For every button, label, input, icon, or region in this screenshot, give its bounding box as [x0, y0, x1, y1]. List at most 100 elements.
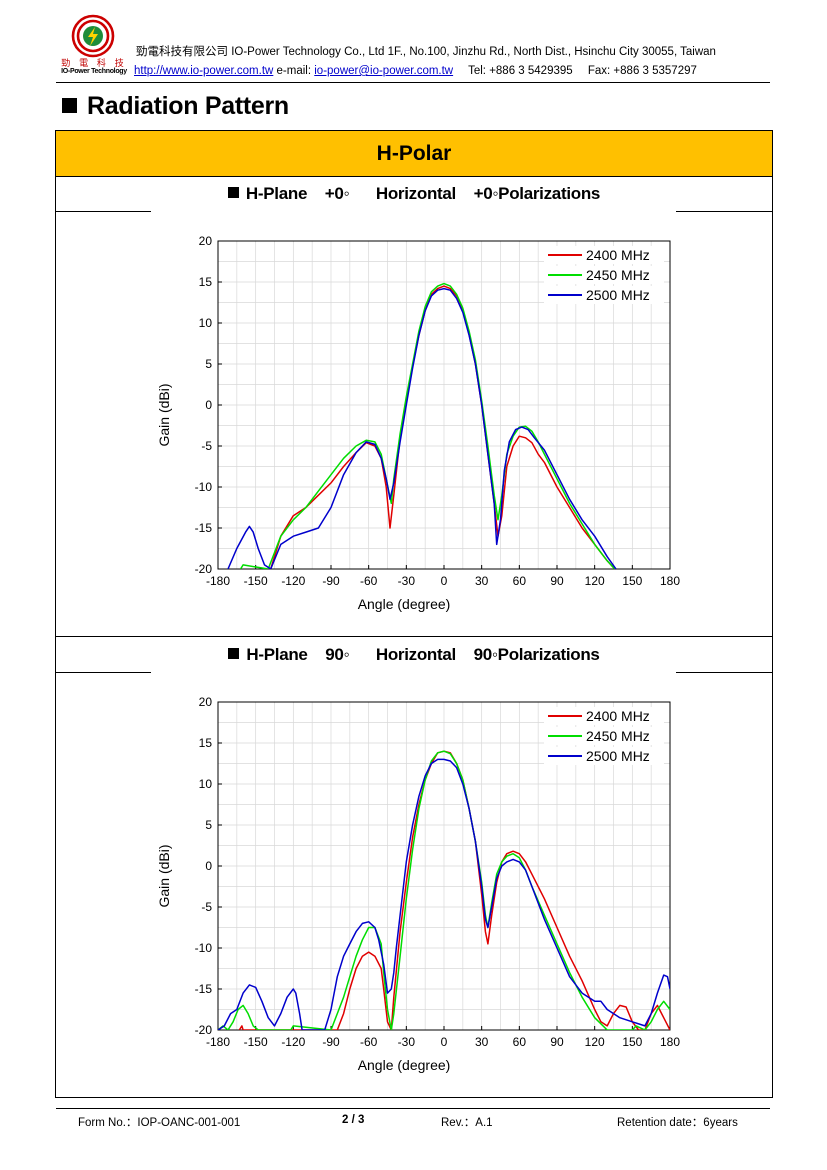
- legend-label: 2500 MHz: [586, 748, 650, 764]
- series-line-2450-mhz: [239, 282, 616, 569]
- chart-h-plane-90: -180 -150 -120 -90 -60 -30 0 30 60 90 120 150 180 -20…: [141, 690, 701, 1087]
- y-tick-label: 15: [199, 736, 213, 750]
- series-line-2500-mhz: [218, 758, 670, 1030]
- fax: Fax: +886 3 5357297: [587, 65, 697, 77]
- header-divider: [56, 82, 770, 83]
- y-tick-label: -15: [195, 521, 213, 535]
- legend-backdrop: [544, 286, 664, 304]
- series-line-2500-mhz: [227, 287, 617, 569]
- legend-label: 2500 MHz: [586, 287, 650, 303]
- x-tick-label: 30: [475, 1035, 489, 1049]
- y-tick-label: 5: [205, 818, 212, 832]
- y-tick-label: -10: [195, 941, 213, 955]
- legend-label: 2450 MHz: [586, 267, 650, 283]
- section-title: Radiation Pattern: [62, 92, 289, 121]
- x-axis-label: Angle (degree): [358, 596, 451, 612]
- subtitle-rule-left: [56, 672, 151, 673]
- page-header: 勁 電 科 技 IO-Power Technology 勁電科技有限公司 IO-…: [56, 14, 772, 84]
- x-tick-label: 150: [622, 1035, 642, 1049]
- subtitle-rule-left: [56, 211, 151, 212]
- email-label: e-mail:: [276, 65, 312, 77]
- legend-backdrop: [544, 707, 664, 725]
- x-tick-label: -180: [206, 574, 230, 588]
- chart-separator: [56, 636, 772, 637]
- page-number: 2 / 3: [342, 1114, 365, 1126]
- y-tick-label: 5: [205, 357, 212, 371]
- footer-divider: [56, 1108, 770, 1109]
- y-tick-label: -20: [195, 1023, 213, 1037]
- chart-2-svg: -180 -150 -120 -90 -60 -30 0 30 60 90 120 150 180-20…: [156, 695, 680, 1073]
- bullet-square-icon: [227, 187, 239, 198]
- y-tick-label: 20: [199, 234, 213, 248]
- legend-backdrop: [544, 246, 664, 264]
- legend-label: 2400 MHz: [586, 247, 650, 263]
- email-link[interactable]: io-power@io-power.com.tw: [314, 65, 454, 77]
- x-tick-label: 120: [585, 574, 605, 588]
- y-tick-label: -10: [195, 480, 213, 494]
- x-tick-label: 180: [660, 574, 680, 588]
- x-tick-label: -150: [244, 574, 268, 588]
- chart-h-plane-0: -180 -150 -120 -90 -60 -30 0 30 60 90 120 150 180 -20…: [141, 229, 701, 626]
- x-tick-label: 150: [622, 574, 642, 588]
- logo-english-text: IO-Power Technology: [61, 68, 127, 75]
- legend-backdrop: [544, 266, 664, 284]
- x-tick-label: 90: [550, 574, 564, 588]
- y-tick-label: 15: [199, 275, 213, 289]
- bullet-square-icon: [62, 98, 77, 113]
- retention-date: Retention date：6years: [617, 1117, 738, 1129]
- x-tick-label: 0: [441, 574, 448, 588]
- legend-backdrop: [544, 747, 664, 765]
- x-tick-label: 90: [550, 1035, 564, 1049]
- legend-backdrop: [544, 727, 664, 745]
- revision: Rev.：A.1: [441, 1117, 493, 1129]
- series-line-2400-mhz: [238, 750, 670, 1030]
- legend-label: 2450 MHz: [586, 728, 650, 744]
- y-tick-label: -15: [195, 982, 213, 996]
- y-axis-label: Gain (dBi): [156, 383, 172, 446]
- x-tick-label: 120: [585, 1035, 605, 1049]
- chart-1-svg: -180 -150 -120 -90 -60 -30 0 30 60 90 120 150 180-20…: [156, 234, 680, 612]
- radiation-pattern-frame: H-Polar H-Plane +0◦ Horizontal +0◦Polari…: [55, 130, 773, 1098]
- y-tick-label: 10: [199, 777, 213, 791]
- x-tick-label: -60: [360, 574, 378, 588]
- x-tick-label: 60: [513, 1035, 527, 1049]
- x-tick-label: -150: [244, 1035, 268, 1049]
- website-link[interactable]: http://www.io-power.com.tw: [134, 65, 274, 77]
- series-line-2400-mhz: [269, 285, 616, 569]
- x-tick-label: 180: [660, 1035, 680, 1049]
- x-tick-label: -180: [206, 1035, 230, 1049]
- chart-2-subtitle: H-Plane 90◦ Horizontal 90◦Polarizations: [56, 638, 772, 672]
- company-logo: [71, 14, 115, 58]
- x-tick-label: 60: [513, 574, 527, 588]
- chart-1-subtitle: H-Plane +0◦ Horizontal +0◦Polarizations: [56, 177, 772, 211]
- bullet-square-icon: [228, 648, 240, 659]
- x-tick-label: -60: [360, 1035, 378, 1049]
- subtitle-rule-right: [676, 211, 772, 212]
- x-tick-label: -90: [322, 1035, 340, 1049]
- y-tick-label: -20: [195, 562, 213, 576]
- polar-band-title: H-Polar: [56, 131, 772, 177]
- lightning-icon: [88, 27, 98, 46]
- form-number: Form No.：IOP-OANC-001-001: [78, 1117, 241, 1129]
- y-tick-label: 10: [199, 316, 213, 330]
- x-tick-label: 0: [441, 1035, 448, 1049]
- company-address: 勁電科技有限公司 IO-Power Technology Co., Ltd 1F…: [136, 46, 716, 58]
- telephone: Tel: +886 3 5429395: [468, 65, 573, 77]
- legend-label: 2400 MHz: [586, 708, 650, 724]
- x-tick-label: -120: [281, 1035, 305, 1049]
- x-tick-label: -90: [322, 574, 340, 588]
- x-tick-label: -120: [281, 574, 305, 588]
- y-tick-label: 20: [199, 695, 213, 709]
- x-tick-label: -30: [398, 1035, 416, 1049]
- x-axis-label: Angle (degree): [358, 1057, 451, 1073]
- contact-line: http://www.io-power.com.tw e-mail: io-po…: [134, 65, 697, 77]
- subtitle-rule-right: [676, 672, 772, 673]
- y-tick-label: 0: [205, 859, 212, 873]
- logo-chinese-text: 勁 電 科 技: [61, 59, 127, 69]
- x-tick-label: -30: [398, 574, 416, 588]
- y-tick-label: 0: [205, 398, 212, 412]
- y-tick-label: -5: [201, 900, 212, 914]
- y-axis-label: Gain (dBi): [156, 844, 172, 907]
- series-line-2450-mhz: [218, 750, 670, 1030]
- y-tick-label: -5: [201, 439, 212, 453]
